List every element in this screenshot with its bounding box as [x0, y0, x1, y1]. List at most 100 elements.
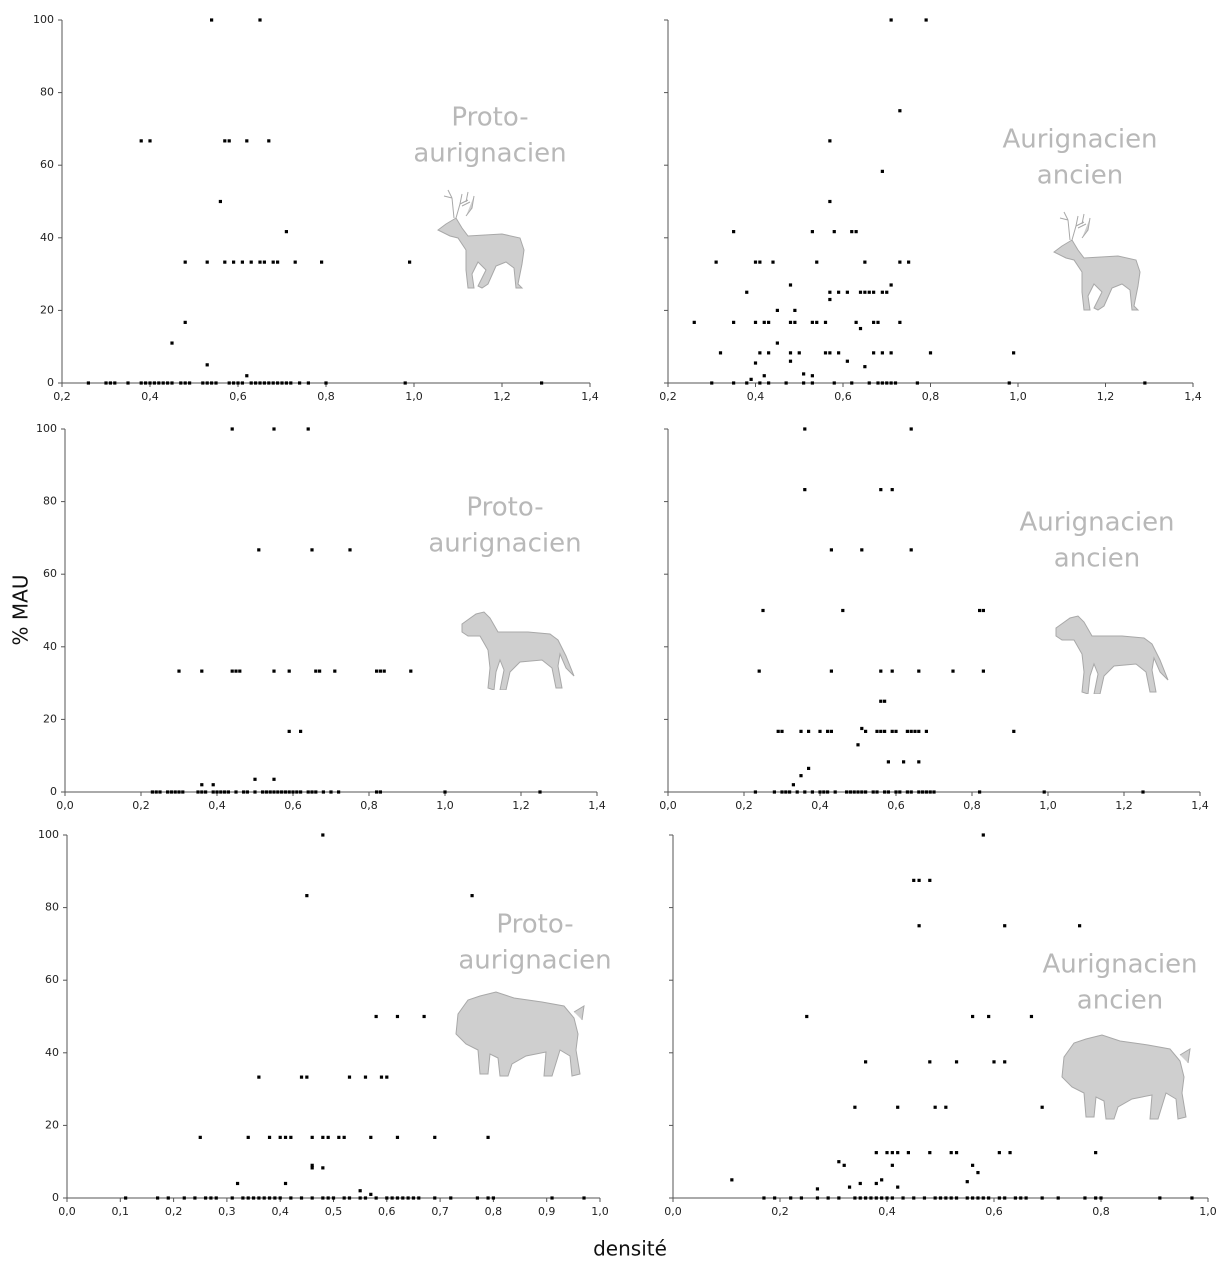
point	[928, 790, 932, 794]
point	[829, 548, 833, 552]
point	[238, 669, 242, 673]
point	[890, 488, 894, 492]
point	[240, 381, 244, 385]
animal-icon	[455, 991, 585, 1077]
x-tick-label: 0,4	[141, 390, 159, 403]
x-tick-label: 0,1	[112, 1205, 130, 1218]
point	[321, 790, 325, 794]
point	[267, 381, 271, 385]
point	[880, 381, 884, 385]
point	[470, 894, 474, 898]
point	[850, 230, 854, 234]
point	[257, 1196, 261, 1200]
point	[867, 290, 871, 294]
point	[1141, 790, 1145, 794]
point	[169, 790, 173, 794]
point	[223, 260, 227, 264]
point	[771, 260, 775, 264]
point	[299, 1075, 304, 1079]
point	[762, 374, 766, 378]
panel: Proto-aurignacien 0,2 0,4 0,6 0,8 1,0 1,2 1,4 0 2…	[33, 13, 599, 403]
point	[762, 320, 766, 324]
point	[324, 381, 328, 385]
x-tick-label: 0,0	[56, 799, 74, 812]
point	[917, 924, 921, 928]
point	[902, 760, 906, 764]
point	[886, 790, 890, 794]
point	[780, 729, 784, 733]
point	[828, 351, 832, 355]
point	[550, 1196, 554, 1200]
point	[272, 427, 276, 431]
point	[177, 790, 181, 794]
point	[832, 381, 836, 385]
point	[1019, 1196, 1023, 1200]
point	[253, 790, 257, 794]
point	[305, 1075, 309, 1079]
point	[245, 790, 249, 794]
point	[802, 372, 806, 376]
point	[885, 290, 889, 294]
point	[271, 260, 275, 264]
point	[803, 427, 807, 431]
point	[240, 260, 244, 264]
x-tick-label: 0,0	[58, 1205, 76, 1218]
point	[223, 139, 227, 143]
point	[917, 669, 921, 673]
point	[898, 320, 902, 324]
animal-icon	[1053, 211, 1141, 311]
point	[815, 1196, 820, 1200]
point	[395, 1196, 400, 1200]
panel: Aurignacien ancien 0,2 0,4 0,6 0,8 1,0 1,2 1,4	[659, 18, 1202, 403]
point	[1158, 1196, 1162, 1200]
point	[249, 260, 253, 264]
point	[872, 320, 876, 324]
y-tick-label: 60	[45, 973, 59, 986]
point	[272, 777, 276, 781]
point	[218, 199, 222, 204]
x-tick-label: 0,2	[132, 799, 150, 812]
point	[880, 169, 884, 173]
point	[276, 790, 280, 794]
point	[949, 1151, 953, 1155]
point	[954, 1151, 959, 1155]
x-tick-label: 0,5	[325, 1205, 343, 1218]
point	[337, 790, 341, 794]
point	[538, 790, 542, 794]
point	[264, 790, 268, 794]
point	[978, 608, 982, 613]
point	[234, 790, 238, 794]
point	[124, 1196, 128, 1200]
point	[826, 729, 830, 733]
point	[810, 381, 814, 385]
point	[823, 351, 828, 355]
x-tick-label: 0,8	[360, 799, 378, 812]
point	[971, 1014, 975, 1019]
point	[299, 790, 303, 794]
point	[799, 774, 803, 778]
point	[795, 790, 799, 794]
point	[1003, 924, 1007, 928]
point	[287, 669, 291, 673]
point	[810, 230, 814, 234]
point	[863, 290, 867, 294]
x-tick-label: 0,6	[378, 1205, 396, 1218]
x-tick-label: 0,2	[771, 1205, 789, 1218]
point	[885, 1151, 889, 1155]
point	[276, 260, 280, 264]
point	[540, 381, 544, 385]
point	[913, 729, 917, 733]
point	[815, 260, 819, 264]
annotation: ancien	[1077, 986, 1163, 1016]
point	[875, 790, 879, 794]
point	[258, 18, 262, 22]
point	[214, 381, 218, 385]
point	[789, 1196, 793, 1200]
point	[822, 790, 826, 794]
point	[347, 1075, 352, 1079]
point	[889, 381, 893, 385]
point	[803, 790, 807, 794]
point	[714, 260, 718, 264]
point	[833, 790, 837, 794]
point	[306, 427, 310, 431]
